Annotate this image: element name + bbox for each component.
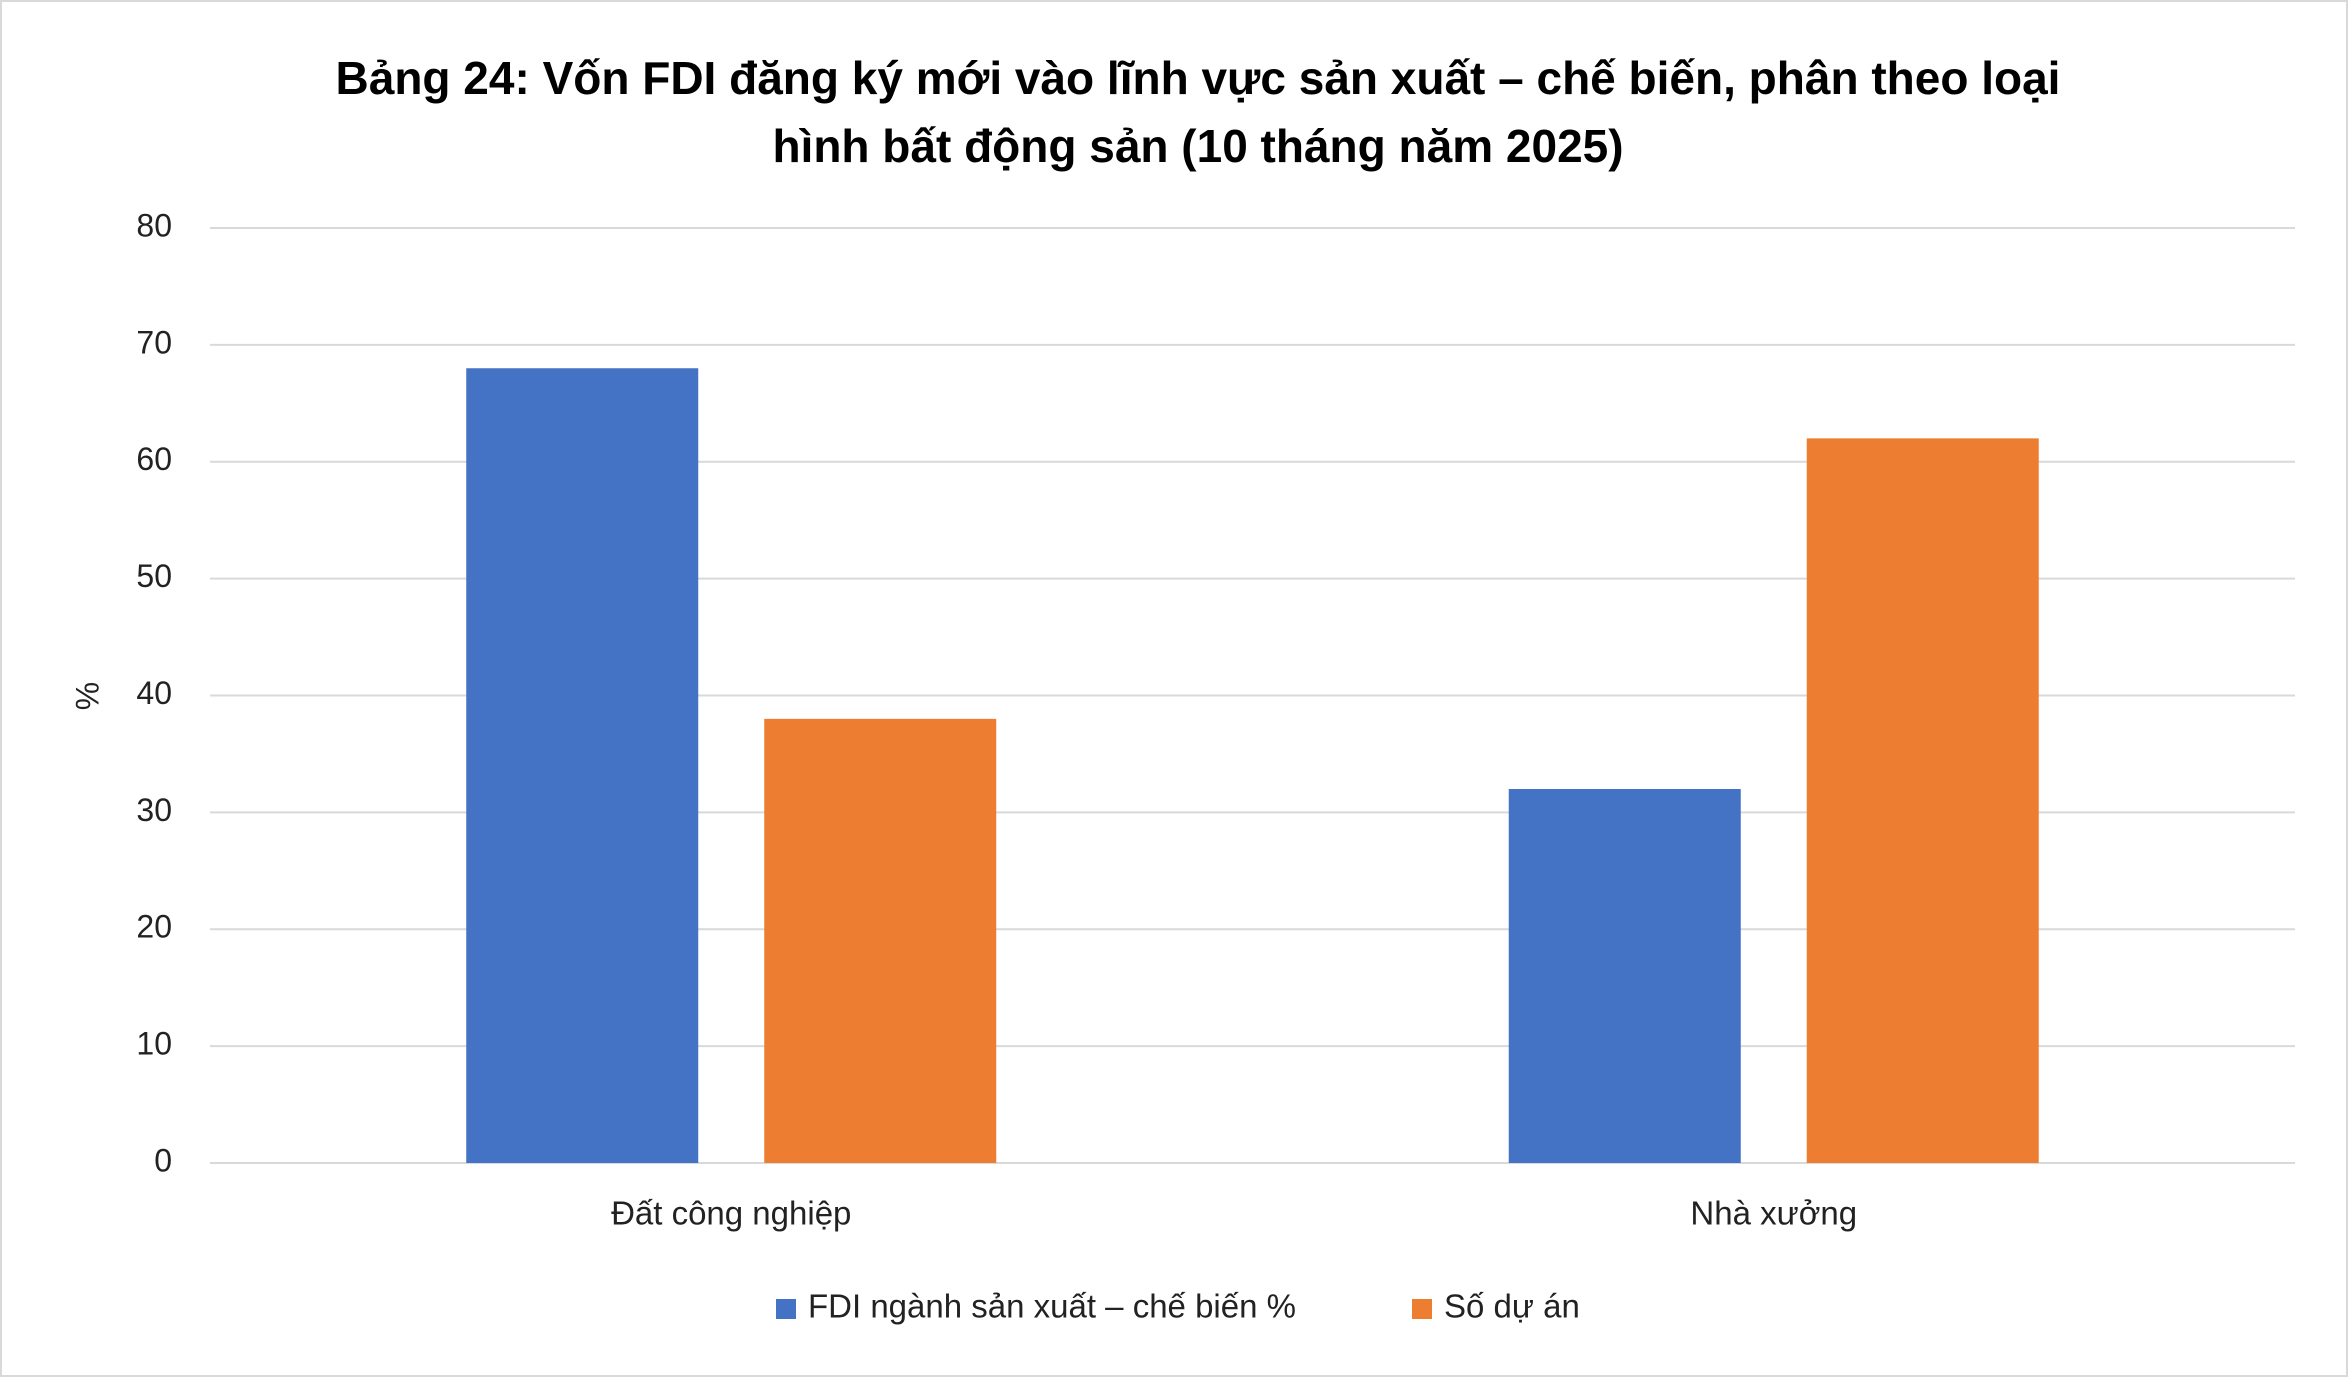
y-tick-label: 60 [136, 441, 172, 477]
y-tick-label: 70 [136, 324, 172, 360]
y-tick-label: 30 [136, 792, 172, 828]
y-tick-label: 80 [136, 207, 172, 243]
x-tick-label: Đất công nghiệp [611, 1195, 851, 1232]
y-tick-label: 10 [136, 1026, 172, 1062]
chart-title: hình bất động sản (10 tháng năm 2025) [772, 120, 1623, 172]
legend-swatch [1412, 1299, 1432, 1319]
legend-swatch [776, 1299, 796, 1319]
bar [1806, 438, 2039, 1163]
x-tick-label: Nhà xưởng [1690, 1195, 1857, 1232]
bar [764, 718, 997, 1163]
legend-label: FDI ngành sản xuất – chế biến % [808, 1288, 1296, 1325]
bar [466, 368, 699, 1163]
chart-title: Bảng 24: Vốn FDI đăng ký mới vào lĩnh vự… [336, 52, 2061, 104]
bar [1508, 789, 1741, 1163]
legend-label: Số dự án [1444, 1288, 1580, 1325]
y-tick-label: 50 [136, 558, 172, 594]
y-tick-label: 20 [136, 909, 172, 945]
y-axis-label: % [69, 682, 105, 710]
y-tick-label: 40 [136, 675, 172, 711]
y-tick-label: 0 [154, 1142, 172, 1178]
